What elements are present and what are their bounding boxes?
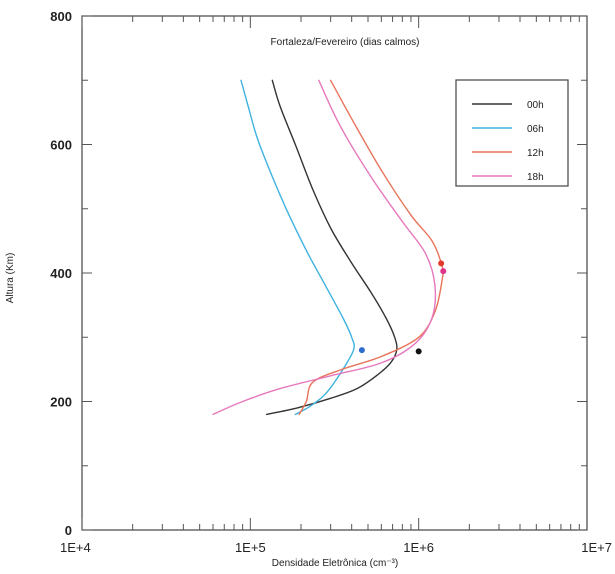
legend-label: 00h — [527, 100, 544, 111]
legend: 00h 06h 12h 18h — [455, 79, 569, 187]
y-tick-label: 0 — [65, 523, 72, 538]
x-tick-label: 1E+7 — [581, 540, 612, 555]
markers-group — [358, 260, 447, 355]
data-point-marker — [358, 347, 365, 354]
x-tick-label: 1E+6 — [403, 540, 434, 555]
y-tick-label: 800 — [50, 9, 72, 24]
y-tick-label: 600 — [50, 138, 72, 153]
x-tick-label: 1E+4 — [60, 540, 91, 555]
tick-labels: 1E+4 1E+5 1E+6 1E+7 0 200 400 600 800 — [50, 9, 612, 555]
axis-ticks — [81, 15, 587, 531]
legend-box — [455, 79, 569, 187]
y-tick-label: 400 — [50, 266, 72, 281]
data-point-marker — [438, 260, 445, 267]
legend-label: 06h — [527, 124, 544, 135]
x-tick-label: 1E+5 — [235, 540, 266, 555]
series-group — [212, 79, 444, 416]
chart-title: Fortaleza/Fevereiro (dias calmos) — [271, 37, 420, 48]
series-line-12h — [298, 79, 444, 416]
y-axis-label: Altura (Km) — [5, 253, 16, 304]
data-point-marker — [415, 348, 422, 355]
x-axis-label: Densidade Eletrônica (cm⁻³) — [272, 558, 398, 569]
series-line-06h — [240, 79, 355, 416]
legend-label: 12h — [527, 148, 544, 159]
legend-label: 18h — [527, 172, 544, 183]
data-point-marker — [440, 268, 447, 275]
series-line-18h — [212, 79, 437, 416]
series-line-00h — [265, 79, 398, 416]
y-tick-label: 200 — [50, 395, 72, 410]
